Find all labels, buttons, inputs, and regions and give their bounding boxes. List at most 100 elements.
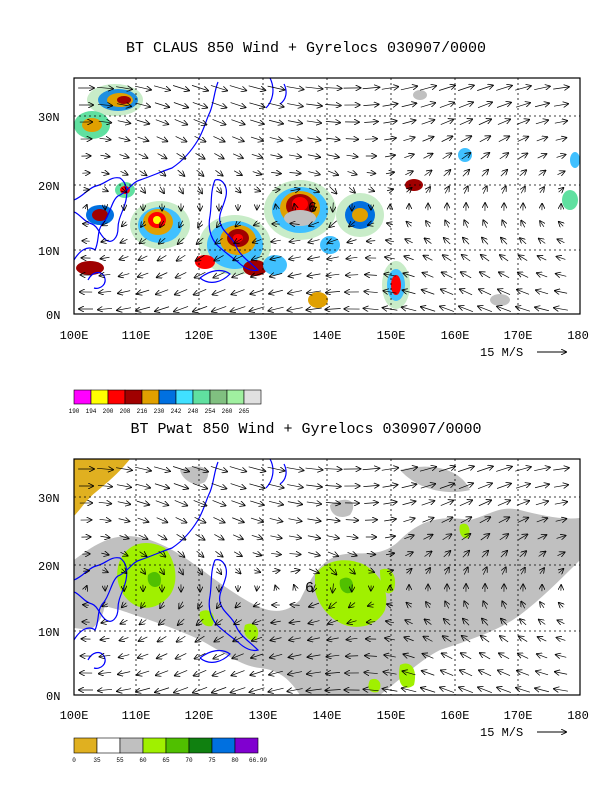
panel1-colorbar-label: 200 <box>103 408 114 415</box>
panel2-wind-vector <box>383 502 396 504</box>
panel1-wind-vector <box>421 307 436 312</box>
panel1-wind-vector <box>555 291 568 293</box>
panel1-wind-vector <box>538 171 546 176</box>
panel1-wind-vector <box>308 274 321 276</box>
panel2-wind-vector <box>539 620 546 625</box>
panel1-wind-vector <box>155 119 168 125</box>
panel1-wind-vector <box>269 290 283 294</box>
panel2-wind-vector <box>175 517 187 522</box>
panel1-colorbar-label: 265 <box>239 408 250 415</box>
panel1-wind-vector <box>329 220 337 227</box>
panel1-wind-vector <box>482 238 489 245</box>
panel1-wind-vector <box>383 291 397 293</box>
panel2-wind-vector <box>459 500 472 507</box>
panel1-wind-vector <box>480 272 491 279</box>
panel2-wind-vector <box>309 603 320 607</box>
panel1-wind-vector <box>483 220 486 228</box>
panel1-wind-vector <box>404 154 413 157</box>
panel2-wind-vector <box>252 553 262 556</box>
panel1-wind-vector <box>516 307 530 312</box>
panel2-lon-label-160e: 160E <box>441 709 470 723</box>
panel2-wind-vector <box>348 568 355 573</box>
panel1-wind-vector <box>175 289 188 294</box>
panel2-wind-vector <box>235 569 240 574</box>
panel1-wind-vector <box>423 154 432 159</box>
panel2-wind-vector <box>440 687 455 693</box>
panel2-lat-label-30n: 30N <box>38 492 60 506</box>
panel1-wind-vector <box>271 240 281 242</box>
panel1-wind-vector <box>348 240 357 243</box>
panel2-wind-vector <box>535 688 549 692</box>
panel2-wind-vector <box>268 688 284 692</box>
panel1-wind-vector <box>193 119 207 124</box>
panel2-wind-vector <box>324 469 342 470</box>
panel1-wind-vector <box>501 238 508 245</box>
panel2-wind-vector <box>326 519 340 521</box>
panel2-wind-vector <box>464 567 468 575</box>
panel2-wind-vector <box>272 570 279 571</box>
panel1-wind-vector <box>534 103 549 106</box>
panel1-wind-vector <box>236 222 241 227</box>
panel1-wind-vector <box>308 240 320 243</box>
panel1-wind-vector <box>405 171 412 175</box>
panel2-colorbar-swatch <box>234 737 259 754</box>
panel2-colorbar: 0 35 55 60 65 70 75 80 66.99 <box>72 737 267 764</box>
panel1-wind-vector <box>500 170 507 177</box>
panel2-wind-vector <box>85 586 86 590</box>
panel1-colorbar-swatch <box>124 389 143 405</box>
panel2-wind-vector <box>176 534 186 539</box>
panel2-colorbar-swatch <box>96 737 121 754</box>
panel1-wind-vector <box>121 239 128 243</box>
panel2-wind-vector <box>157 534 167 540</box>
panel1-wind-vector <box>557 171 564 174</box>
panel2-wind-vector <box>307 672 322 674</box>
panel2-wind-vector <box>383 689 398 692</box>
panel1-wind-vector <box>194 289 207 294</box>
panel1-wind-vector <box>464 186 468 194</box>
panel1-wind-vector <box>139 256 148 260</box>
panel2-wind-vector <box>306 689 322 691</box>
panel1-wind-vector <box>459 306 474 313</box>
panel2-wind-vector <box>252 637 263 641</box>
panel1-wind-vector <box>479 136 490 143</box>
panel1-wind-vector <box>192 102 207 107</box>
panel2-wind-vector <box>516 501 529 506</box>
panel2-wind-vector <box>443 636 452 643</box>
panel1-wind-vector <box>272 190 279 191</box>
panel1-wind-vector <box>140 239 147 244</box>
panel1-wind-vector <box>269 137 283 140</box>
panel1-wind-vector <box>557 257 566 260</box>
panel1-wind-vector <box>554 121 567 123</box>
panel2-wind-vector <box>445 568 449 575</box>
panel2-wind-vector <box>193 687 208 692</box>
panel2-wind-vector <box>313 584 316 592</box>
panel1-colorbar-label: 230 <box>154 408 165 415</box>
panel2-colorbar-label: 65 <box>162 757 170 764</box>
panel2-wind-vector <box>97 485 112 486</box>
panel2-wind-vector <box>229 466 246 472</box>
panel2-wind-vector <box>459 687 474 694</box>
panel1-wind-vector <box>498 289 511 295</box>
panel2-wind-vector <box>271 553 281 554</box>
panel2-wind-vector <box>421 501 435 506</box>
panel2-wind-vector <box>425 619 432 625</box>
panel2-wind-vector <box>157 653 168 659</box>
panel1-colorbar-swatch <box>73 389 92 405</box>
panel1-wind-vector <box>136 120 149 124</box>
panel1-wind-vector <box>159 237 166 244</box>
panel1-wind-vector <box>400 86 417 90</box>
panel2-wind-vector <box>214 653 225 658</box>
panel1-wind-vector <box>479 289 492 296</box>
panel2-wind-vector <box>517 518 528 523</box>
panel2-wind-vector <box>212 500 226 505</box>
panel2-wind-vector <box>231 687 246 693</box>
panel2-wind-vector <box>139 552 147 557</box>
panel1-wind-vector <box>118 138 130 141</box>
panel2-colorbar-swatch <box>188 737 213 754</box>
panel2-wind-vector <box>101 638 110 640</box>
panel1-wind-vector <box>83 224 89 225</box>
panel1-wind-vector <box>176 153 186 158</box>
panel1-wind-vector <box>289 172 300 173</box>
panel1-wind-vector <box>384 138 396 140</box>
panel2-wind-vector <box>138 535 148 539</box>
